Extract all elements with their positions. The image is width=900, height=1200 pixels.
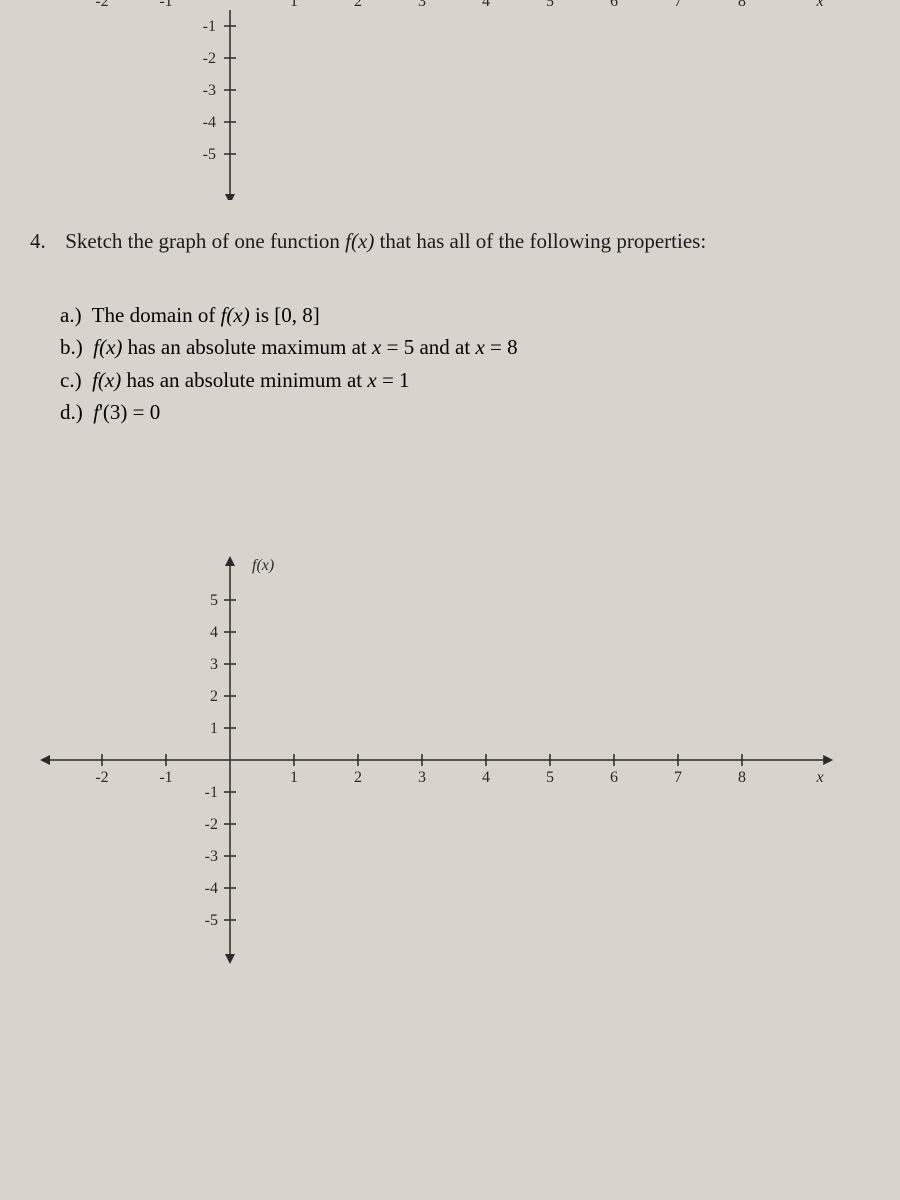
label-a: a.) bbox=[60, 303, 82, 327]
question-text-before: Sketch the graph of one function bbox=[65, 229, 345, 253]
svg-text:-1: -1 bbox=[205, 784, 218, 801]
svg-text:-4: -4 bbox=[205, 880, 218, 897]
subitem-d: d.) f'(3) = 0 bbox=[60, 396, 900, 429]
svg-text:5: 5 bbox=[546, 0, 554, 10]
b-fx: f(x) bbox=[93, 335, 122, 359]
svg-text:8: 8 bbox=[738, 769, 746, 786]
svg-text:3: 3 bbox=[418, 769, 426, 786]
c-eq1: = 1 bbox=[377, 368, 410, 392]
svg-text:1: 1 bbox=[290, 0, 298, 10]
svg-text:x: x bbox=[815, 769, 823, 786]
svg-text:-2: -2 bbox=[95, 769, 108, 786]
svg-text:1: 1 bbox=[290, 769, 298, 786]
svg-text:-1: -1 bbox=[159, 0, 172, 10]
b-x1: x bbox=[372, 335, 381, 359]
svg-text:7: 7 bbox=[674, 0, 682, 10]
svg-text:2: 2 bbox=[210, 688, 218, 705]
svg-text:4: 4 bbox=[210, 624, 218, 641]
c-x1: x bbox=[367, 368, 376, 392]
svg-text:x: x bbox=[815, 0, 823, 10]
svg-text:3: 3 bbox=[210, 656, 218, 673]
b-eq2: = 8 bbox=[485, 335, 518, 359]
b-mid: has an absolute maximum at bbox=[122, 335, 372, 359]
b-x2: x bbox=[475, 335, 484, 359]
svg-text:6: 6 bbox=[610, 0, 618, 10]
d-prime: '(3) = 0 bbox=[99, 400, 160, 424]
svg-text:-5: -5 bbox=[203, 146, 216, 163]
svg-text:-3: -3 bbox=[205, 848, 218, 865]
a-before: The domain of bbox=[92, 303, 221, 327]
label-d: d.) bbox=[60, 400, 83, 424]
question-fx: f(x) bbox=[345, 229, 374, 253]
question-number: 4. bbox=[30, 225, 60, 259]
svg-text:-2: -2 bbox=[95, 0, 108, 10]
svg-text:5: 5 bbox=[210, 592, 218, 609]
svg-text:-1: -1 bbox=[159, 769, 172, 786]
page: -2 -1 1 2 3 4 5 6 7 8 x -1 -2 -3 -4 -5 4. Sketch the gr… bbox=[0, 0, 900, 1200]
c-fx: f(x) bbox=[92, 368, 121, 392]
svg-text:f(x): f(x) bbox=[252, 557, 274, 574]
svg-text:2: 2 bbox=[354, 769, 362, 786]
svg-text:7: 7 bbox=[674, 769, 682, 786]
svg-text:8: 8 bbox=[738, 0, 746, 10]
c-mid: has an absolute minimum at bbox=[121, 368, 367, 392]
svg-text:-2: -2 bbox=[203, 50, 216, 67]
label-b: b.) bbox=[60, 335, 83, 359]
bottom-coordinate-axes: -2 -1 1 2 3 4 5 6 7 8 x f(x) 1 2 3 4 5 -1 -2 -3 -4 -5 bbox=[0, 490, 900, 1050]
svg-text:-3: -3 bbox=[203, 82, 216, 99]
top-partial-axes: -2 -1 1 2 3 4 5 6 7 8 x -1 -2 -3 -4 -5 bbox=[0, 0, 900, 200]
svg-text:-2: -2 bbox=[205, 816, 218, 833]
svg-text:2: 2 bbox=[354, 0, 362, 10]
svg-text:-1: -1 bbox=[203, 18, 216, 35]
question-block: 4. Sketch the graph of one function f(x)… bbox=[30, 225, 900, 429]
label-c: c.) bbox=[60, 368, 82, 392]
svg-text:3: 3 bbox=[418, 0, 426, 10]
b-eq1: = 5 and at bbox=[381, 335, 475, 359]
a-after: is [0, 8] bbox=[250, 303, 320, 327]
subitem-b: b.) f(x) has an absolute maximum at x = … bbox=[60, 331, 900, 364]
a-fx: f(x) bbox=[221, 303, 250, 327]
svg-text:-5: -5 bbox=[205, 912, 218, 929]
subitem-a: a.) The domain of f(x) is [0, 8] bbox=[60, 299, 900, 332]
subitem-c: c.) f(x) has an absolute minimum at x = … bbox=[60, 364, 900, 397]
svg-text:1: 1 bbox=[210, 720, 218, 737]
question-4-text: 4. Sketch the graph of one function f(x)… bbox=[30, 225, 900, 259]
svg-text:4: 4 bbox=[482, 0, 490, 10]
question-text-after: that has all of the following properties… bbox=[374, 229, 706, 253]
subitems: a.) The domain of f(x) is [0, 8] b.) f(x… bbox=[60, 299, 900, 429]
svg-text:-4: -4 bbox=[203, 114, 216, 131]
svg-text:6: 6 bbox=[610, 769, 618, 786]
svg-text:4: 4 bbox=[482, 769, 490, 786]
svg-text:5: 5 bbox=[546, 769, 554, 786]
